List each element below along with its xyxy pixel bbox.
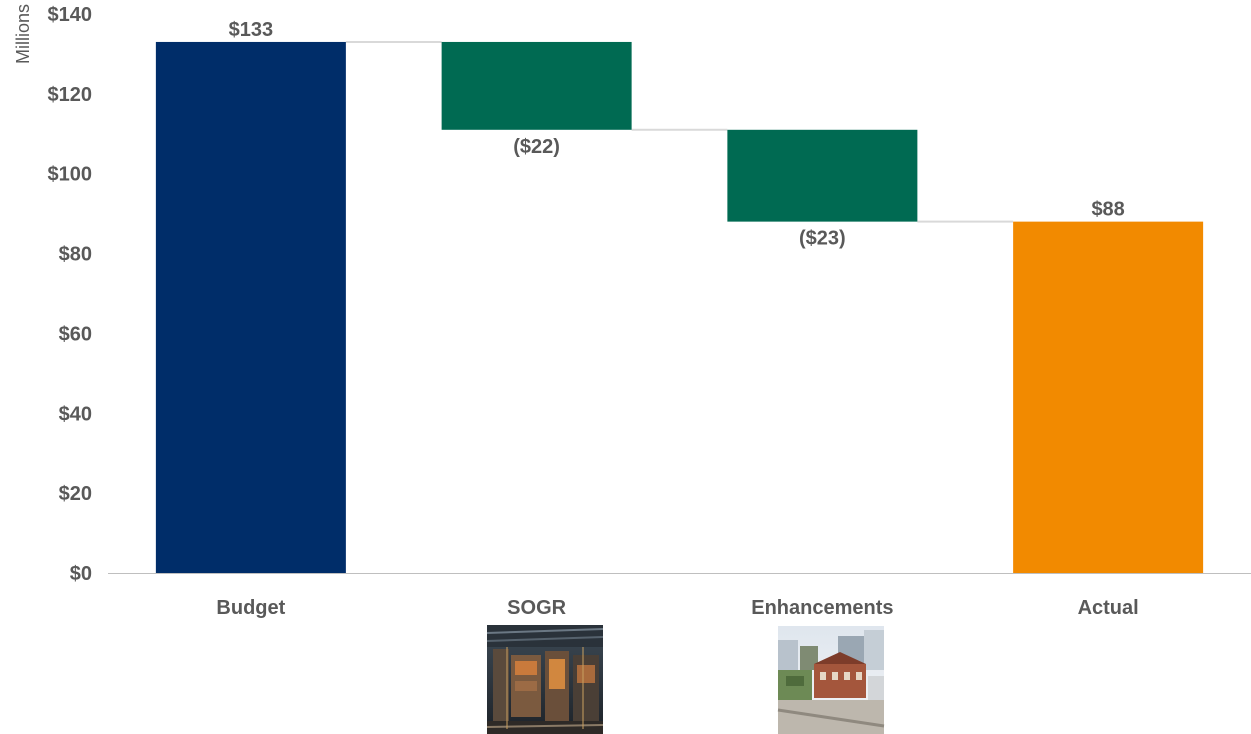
data-label: ($23): [799, 228, 846, 250]
category-label: SOGR: [507, 597, 566, 619]
y-tick-label: $20: [59, 483, 92, 505]
y-tick-label: $100: [48, 164, 93, 186]
category-label: Enhancements: [751, 597, 893, 619]
category-labels: Budget SOGR Enhancements Actual: [216, 597, 1138, 619]
rail-yard-photo: [486, 625, 604, 734]
y-tick-label: $140: [48, 4, 93, 26]
y-axis-ticks: $0 $20 $40 $60 $80 $100 $120 $140: [48, 4, 93, 585]
y-tick-label: $120: [48, 84, 93, 106]
y-tick-label: $0: [70, 563, 92, 585]
y-tick-label: $40: [59, 403, 92, 425]
bar-budget: [155, 41, 346, 573]
category-label: Budget: [216, 597, 285, 619]
y-axis-title: Millions: [13, 4, 33, 64]
data-label: $88: [1091, 199, 1124, 221]
y-tick-label: $80: [59, 244, 92, 266]
category-label: Actual: [1078, 597, 1139, 619]
data-labels: $133 ($22) ($23) $88: [229, 19, 1125, 250]
station-aerial-photo: [777, 626, 885, 734]
data-label: ($22): [513, 136, 560, 158]
bar-actual: [1013, 221, 1204, 573]
bar-enhancements: [727, 129, 918, 222]
bars: [155, 41, 1204, 573]
y-tick-label: $60: [59, 323, 92, 345]
connector-lines: [345, 40, 1014, 223]
data-label: $133: [229, 19, 274, 41]
bar-sogr: [441, 41, 632, 130]
